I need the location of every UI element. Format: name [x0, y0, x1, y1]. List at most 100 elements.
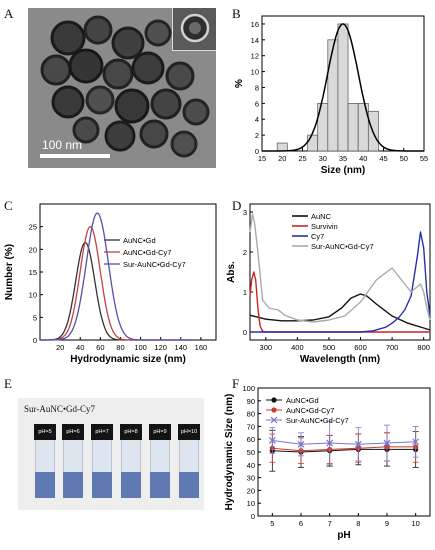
series-line — [249, 293, 431, 331]
plot-frame — [257, 387, 431, 517]
y-tick-label: 10 — [29, 291, 37, 300]
x-tick-label: 40 — [359, 154, 367, 163]
y-tick-label: 0 — [243, 328, 247, 337]
x-tick-label: 25 — [298, 154, 306, 163]
y-tick-label: 30 — [247, 474, 255, 483]
vial-ph8: pH=8 — [120, 424, 142, 498]
x-tick-label: 400 — [291, 343, 304, 352]
x-tick-label: 6 — [299, 519, 303, 528]
legend-marker — [271, 397, 277, 403]
series-line — [272, 448, 416, 453]
scale-bar-label: 100 nm — [42, 138, 83, 152]
legend-label: Sur-AuNC•Gd-Cy7 — [123, 260, 186, 269]
histogram-bar — [307, 134, 319, 152]
x-axis-label: pH — [337, 530, 350, 541]
x-tick-label: 700 — [386, 343, 399, 352]
legend-label: AuNC — [311, 212, 332, 221]
legend-label: AuNC•Gd-Cy7 — [123, 248, 171, 257]
legend-label: AuNC•Gd-Cy7 — [286, 406, 334, 415]
vial-ph5: pH=5 — [34, 424, 56, 498]
x-tick-label: 20 — [56, 343, 64, 352]
x-tick-label: 30 — [319, 154, 327, 163]
y-tick-label: 15 — [29, 268, 37, 277]
plot-frame — [249, 203, 431, 341]
chart-b-size-histogram: 15 20 25 30 35 40 45 50 55 0 2 4 6 8 10 12 14 16 Size (nm)… — [234, 15, 428, 176]
y-tick-label: 50 — [247, 448, 255, 457]
y-tick-label: 12 — [251, 52, 259, 61]
histogram-bar — [337, 23, 349, 152]
tem-micrograph: 100 nm — [28, 8, 216, 168]
vial-photograph: Sur-AuNC•Gd-Cy7 pH=5 pH=6 pH=7 pH=8 pH=9… — [18, 398, 204, 510]
x-tick-label: 600 — [354, 343, 367, 352]
series-line — [272, 446, 416, 452]
y-tick-label: 14 — [251, 36, 259, 45]
vial-label: pH=7 — [91, 424, 113, 440]
x-tick-label: 7 — [328, 519, 332, 528]
y-tick-label: 2 — [255, 131, 259, 140]
chart-f-ph-stability: 5 6 7 8 9 100102030405060708090100pHHydrodyna… — [224, 384, 431, 541]
data-point — [268, 437, 276, 444]
x-tick-label: 40 — [76, 343, 84, 352]
y-tick-label: 20 — [247, 486, 255, 495]
data-point — [326, 439, 334, 447]
x-axis-label: Hydrodynamic size (nm) — [70, 354, 186, 365]
y-tick-label: 100 — [242, 384, 255, 393]
series-line — [40, 226, 191, 341]
plot-frame — [39, 203, 217, 341]
x-tick-label: 15 — [258, 154, 266, 163]
x-tick-label: 800 — [417, 343, 430, 352]
x-tick-label: 120 — [154, 343, 167, 352]
panel-letter-b: B — [232, 6, 241, 21]
x-tick-label: 50 — [400, 154, 408, 163]
histogram-bar — [327, 39, 339, 152]
y-tick-label: 80 — [247, 410, 255, 419]
vial-ph9: pH=9 — [149, 424, 171, 498]
x-tick-label: 80 — [116, 343, 124, 352]
y-tick-label: 8 — [255, 83, 259, 92]
series-line — [272, 440, 416, 445]
x-tick-label: 5 — [270, 519, 274, 528]
y-tick-label: 5 — [33, 313, 37, 322]
y-tick-label: 0 — [255, 147, 259, 156]
y-axis-label: Hydrodynamic Size (nm) — [224, 394, 235, 511]
panel-letter-c: C — [4, 198, 13, 213]
y-tick-label: 16 — [251, 20, 259, 29]
y-tick-label: 2 — [243, 248, 247, 257]
y-tick-label: 0 — [251, 512, 255, 521]
data-point — [297, 440, 305, 448]
x-tick-label: 55 — [420, 154, 428, 163]
legend-label: AuNC•Gd — [286, 396, 319, 405]
vial-ph6: pH=6 — [62, 424, 84, 498]
vial-label: pH=10 — [178, 424, 200, 440]
x-axis-label: Size (nm) — [321, 165, 365, 176]
data-point — [354, 440, 362, 448]
x-tick-label: 160 — [195, 343, 208, 352]
y-tick-label: 6 — [255, 99, 259, 108]
x-tick-label: 8 — [356, 519, 360, 528]
y-tick-label: 70 — [247, 422, 255, 431]
series-line — [40, 212, 191, 341]
y-tick-label: 4 — [255, 115, 259, 124]
vial-label: pH=6 — [62, 424, 84, 440]
data-point — [412, 438, 420, 446]
tem-inset — [172, 8, 216, 51]
histogram-bar — [276, 142, 288, 152]
x-tick-label: 100 — [134, 343, 147, 352]
y-tick-label: 20 — [29, 245, 37, 254]
y-tick-label: 0 — [33, 336, 37, 345]
y-tick-label: 10 — [251, 68, 259, 77]
vial-ph10: pH=10 — [178, 424, 200, 498]
gaussian-fit-line — [262, 23, 424, 152]
photo-title: Sur-AuNC•Gd-Cy7 — [24, 404, 95, 414]
x-tick-label: 140 — [175, 343, 188, 352]
vial-label: pH=9 — [149, 424, 171, 440]
vial-label: pH=5 — [34, 424, 56, 440]
y-tick-label: 10 — [247, 499, 255, 508]
y-axis-label: % — [234, 79, 245, 88]
histogram-bar — [347, 103, 359, 152]
legend-label: Sur-AuNC•Gd-Cy7 — [286, 416, 349, 425]
y-tick-label: 25 — [29, 223, 37, 232]
y-tick-label: 90 — [247, 397, 255, 406]
x-tick-label: 10 — [411, 519, 419, 528]
x-tick-label: 20 — [278, 154, 286, 163]
